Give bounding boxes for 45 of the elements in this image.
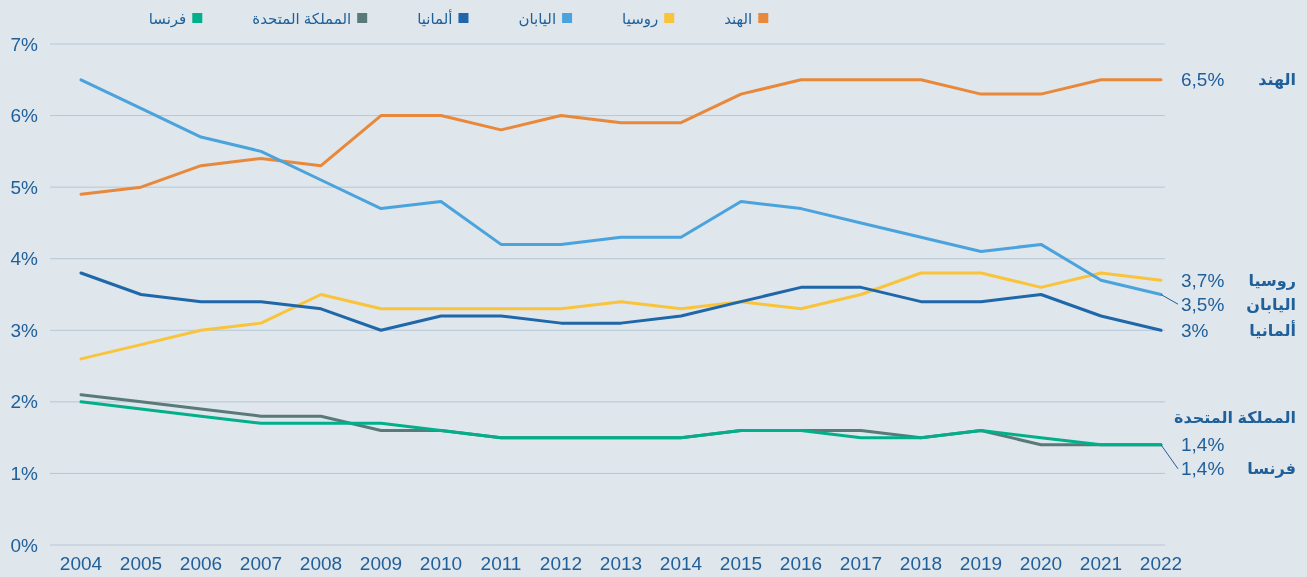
x-tick-label: 2009 <box>359 553 403 574</box>
x-tick-label: 2022 <box>1139 553 1183 574</box>
x-tick-label: 2015 <box>719 553 763 574</box>
y-tick-label: 0% <box>10 534 39 556</box>
legend-label: اليابان <box>518 9 557 27</box>
y-tick-label: 3% <box>10 319 39 341</box>
x-tick-label: 2018 <box>899 553 943 574</box>
text: فرنسا <box>1247 460 1296 479</box>
annotation: 3,7% <box>1181 269 1225 291</box>
text: الهند <box>1258 71 1296 90</box>
legend-label: روسيا <box>622 9 659 28</box>
x-tick-label: 2016 <box>779 553 823 574</box>
legend-label: فرنسا <box>148 9 187 28</box>
annotation: 1,4% <box>1181 458 1225 480</box>
x-tick-label: 2007 <box>239 553 283 574</box>
y-tick-label: 1% <box>10 462 39 484</box>
y-tick-label: 5% <box>10 176 39 198</box>
text: ألمانيا <box>1249 319 1296 339</box>
legend-label: الهند <box>724 9 753 28</box>
x-tick-label: 2011 <box>480 553 522 574</box>
x-tick-label: 2004 <box>59 553 103 574</box>
x-tick-label: 2005 <box>119 553 163 574</box>
x-tick-label: 2010 <box>419 553 463 574</box>
x-tick-label: 2013 <box>599 553 643 574</box>
annotation: 6,5% <box>1181 69 1225 91</box>
annotation: 3,5% <box>1181 293 1225 315</box>
annotation: 1,4% <box>1181 434 1225 456</box>
text: روسيا <box>1248 271 1296 290</box>
legend-label: المملكة المتحدة <box>252 9 352 27</box>
x-tick-label: 2017 <box>839 553 883 574</box>
x-tick-label: 2019 <box>959 553 1003 574</box>
y-tick-label: 4% <box>10 248 39 270</box>
y-tick-label: 6% <box>10 105 39 127</box>
x-tick-label: 2021 <box>1079 553 1123 574</box>
x-tick-label: 2020 <box>1019 553 1063 574</box>
legend-label: ألمانيا <box>417 8 453 27</box>
x-tick-label: 2012 <box>539 553 583 574</box>
text: اليابان <box>1246 295 1296 314</box>
x-tick-label: 2008 <box>299 553 343 574</box>
x-tick-label: 2014 <box>659 553 703 574</box>
text: المملكة المتحدة <box>1174 409 1296 427</box>
x-tick-label: 2006 <box>179 553 223 574</box>
y-tick-label: 2% <box>10 391 39 413</box>
annotation: 3% <box>1181 319 1209 341</box>
y-tick-label: 7% <box>10 33 39 55</box>
